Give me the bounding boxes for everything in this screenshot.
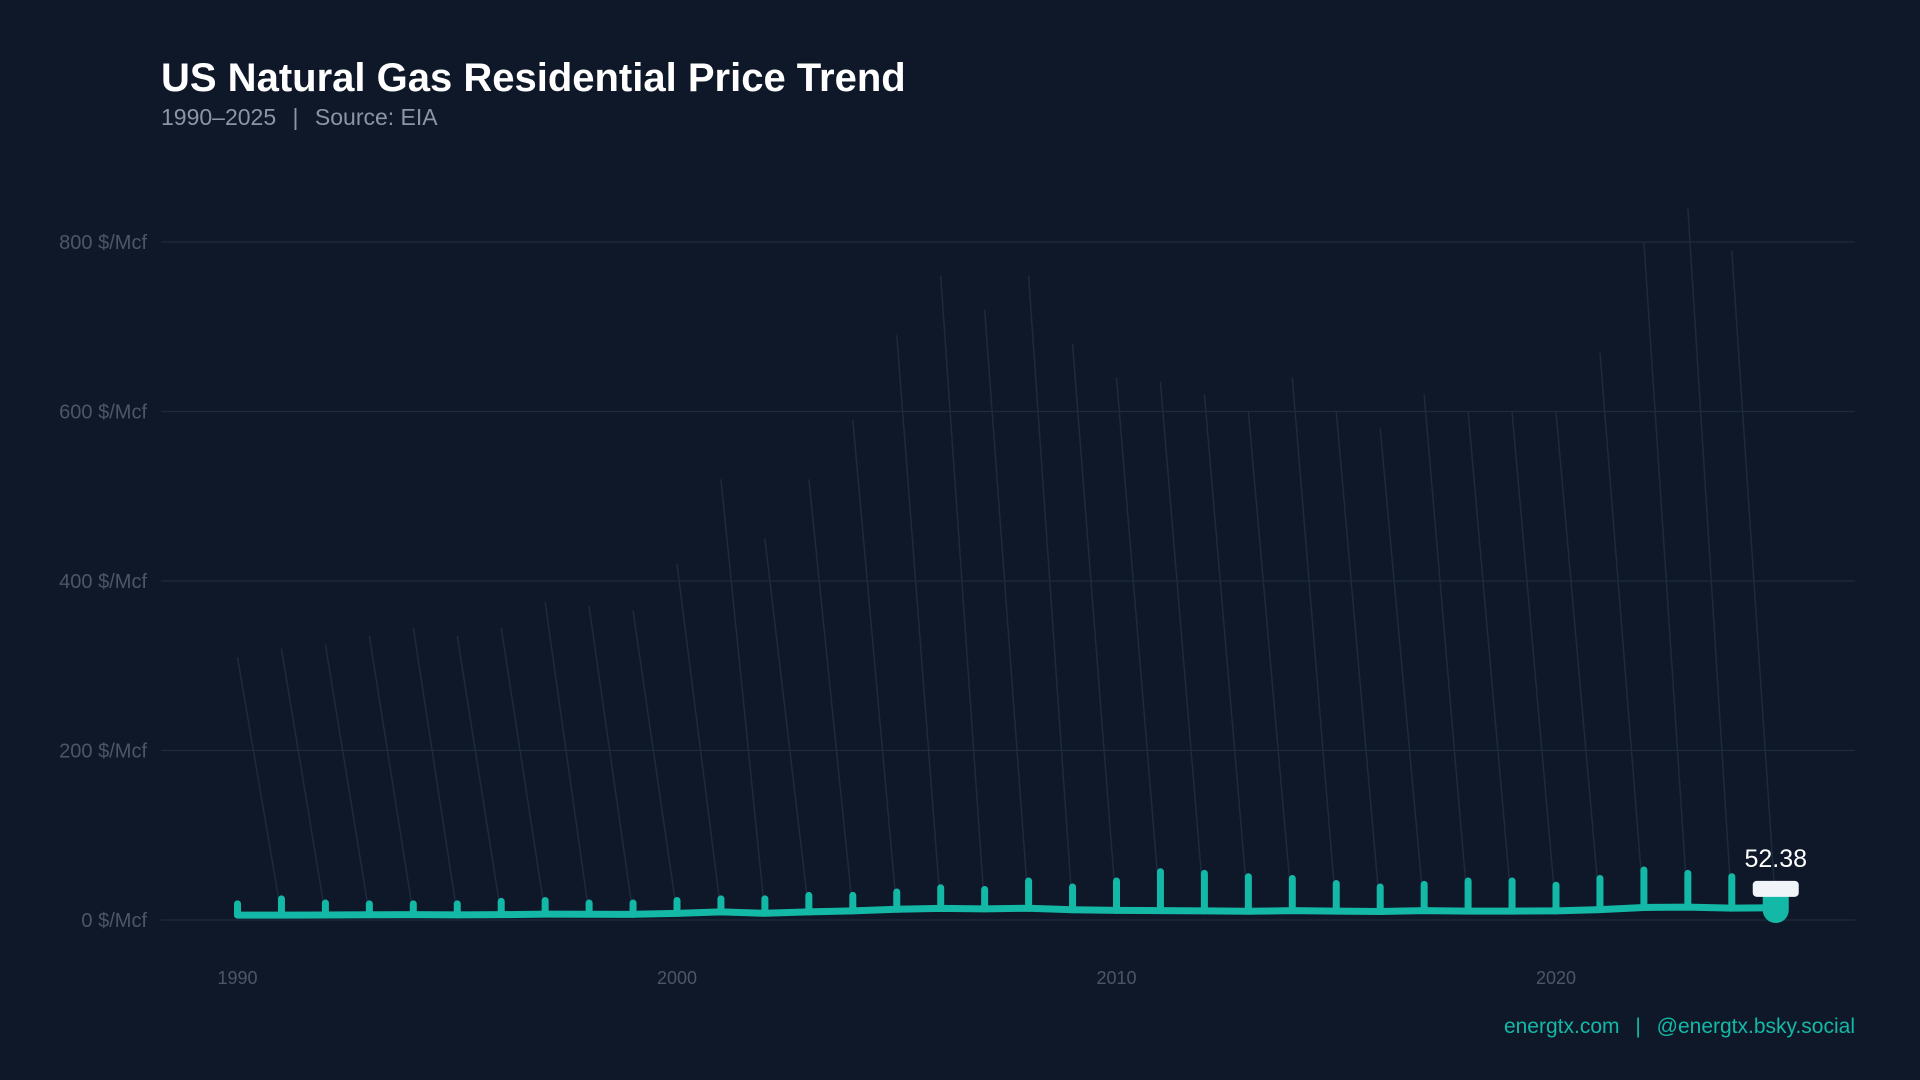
faint-line: [412, 627, 458, 915]
x-tick-label: 2010: [1096, 968, 1136, 988]
faint-line: [1599, 352, 1645, 908]
footer-separator: |: [1635, 1015, 1641, 1038]
faint-line: [1687, 208, 1733, 909]
x-tick-label: 2000: [657, 968, 697, 988]
subtitle-range: 1990–2025: [161, 104, 277, 130]
faint-line: [1511, 411, 1557, 911]
faint-line: [588, 606, 634, 915]
faint-line: [632, 610, 678, 914]
faint-line: [1423, 394, 1469, 912]
price-line: [234, 903, 1780, 919]
end-value-label: 52.38: [1744, 845, 1807, 873]
y-tick-label: 600 $/Mcf: [59, 402, 147, 424]
end-label-overlap: [1752, 880, 1799, 897]
y-tick-label: 200 $/Mcf: [59, 741, 147, 763]
subtitle-separator: |: [292, 104, 299, 130]
faint-line: [1379, 428, 1425, 911]
y-tick-label: 400 $/Mcf: [59, 571, 147, 593]
faint-line: [1643, 241, 1689, 908]
faint-line: [1335, 411, 1381, 912]
faint-line: [1115, 377, 1162, 911]
faint-line: [324, 644, 371, 915]
faint-line: [280, 648, 327, 916]
faint-line: [896, 335, 942, 909]
y-tick-label: 800 $/Mcf: [59, 232, 147, 254]
faint-line: [939, 275, 986, 909]
chart-subtitle: 1990–2025 | Source: EIA: [161, 104, 438, 131]
faint-line: [1555, 411, 1601, 910]
faint-line: [368, 635, 415, 915]
faint-line: [1291, 377, 1337, 912]
faint-line: [1467, 411, 1513, 912]
faint-line: [544, 602, 590, 915]
x-tick-label: 1990: [217, 968, 257, 988]
subtitle-source: Source: EIA: [314, 104, 438, 130]
faint-line: [456, 635, 502, 915]
faint-line: [720, 479, 766, 914]
faint-line: [676, 563, 722, 912]
faint-line: [983, 309, 1030, 909]
faint-line: [1159, 381, 1206, 911]
faint-line: [764, 538, 810, 912]
faint-line: [808, 479, 854, 912]
faint-line: [500, 627, 546, 915]
faint-line: [1247, 411, 1294, 911]
chart-title: US Natural Gas Residential Price Trend: [161, 56, 906, 100]
faint-line: [1203, 394, 1250, 912]
faint-line: [1027, 275, 1074, 910]
faint-line: [1731, 250, 1777, 908]
footer: energtx.com | @energtx.bsky.social: [1504, 1015, 1855, 1039]
footer-site[interactable]: energtx.com: [1503, 1015, 1620, 1038]
y-tick-label: 0 $/Mcf: [81, 910, 147, 932]
footer-social[interactable]: @energtx.bsky.social: [1656, 1015, 1855, 1038]
faint-line: [852, 419, 898, 910]
faint-line: [236, 657, 283, 916]
x-tick-label: 2020: [1536, 968, 1576, 988]
faint-line: [1071, 343, 1118, 911]
